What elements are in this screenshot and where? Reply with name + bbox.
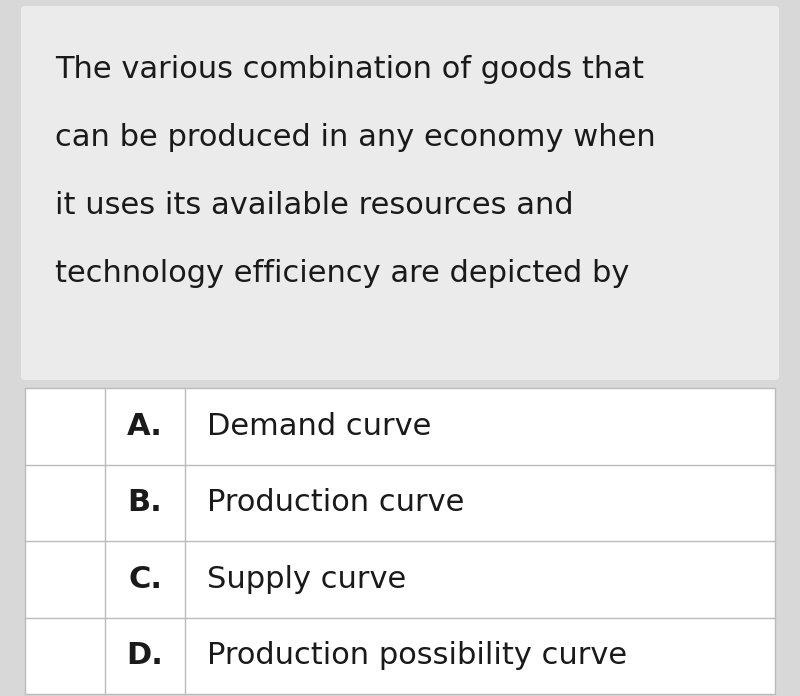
Text: Production curve: Production curve [207,489,464,517]
Text: it uses its available resources and: it uses its available resources and [55,191,574,220]
Text: C.: C. [128,564,162,594]
Text: technology efficiency are depicted by: technology efficiency are depicted by [55,259,630,288]
Text: The various combination of goods that: The various combination of goods that [55,55,644,84]
FancyBboxPatch shape [21,6,779,380]
Text: Demand curve: Demand curve [207,412,431,441]
Text: can be produced in any economy when: can be produced in any economy when [55,123,656,152]
Text: B.: B. [128,489,162,517]
Bar [25,388,775,694]
Text: D.: D. [126,641,163,670]
Text: A.: A. [127,412,163,441]
Text: Production possibility curve: Production possibility curve [207,641,627,670]
Text: Supply curve: Supply curve [207,564,406,594]
